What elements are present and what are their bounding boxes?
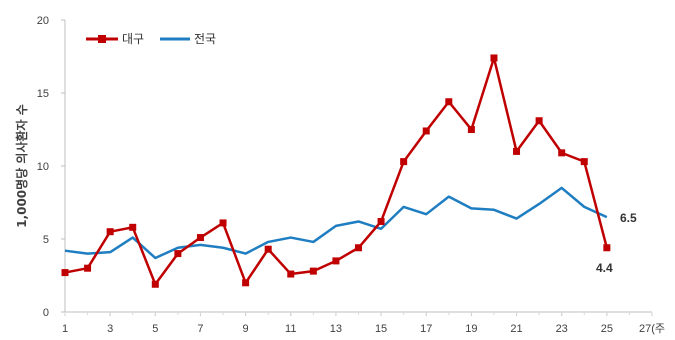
data-point-daegu <box>400 158 408 166</box>
data-point-daegu <box>445 98 453 106</box>
data-point-daegu <box>513 147 521 155</box>
data-point-daegu <box>535 117 543 125</box>
data-point-daegu <box>377 217 385 225</box>
x-tick-label: 17 <box>420 323 432 335</box>
data-point-daegu <box>196 234 204 242</box>
x-tick-label: 27(주 <box>639 323 665 335</box>
x-tick-label: 1 <box>62 323 68 335</box>
data-point-daegu <box>219 219 227 227</box>
x-tick-label: 19 <box>465 323 477 335</box>
data-point-daegu <box>151 280 159 288</box>
data-point-daegu <box>84 264 92 272</box>
x-tick-label: 9 <box>243 323 249 335</box>
y-tick-label: 10 <box>37 161 49 173</box>
x-tick-label: 15 <box>375 323 387 335</box>
x-tick-label: 21 <box>510 323 522 335</box>
data-point-daegu <box>174 250 182 258</box>
legend: 대구 전국 <box>86 32 216 46</box>
y-axis-title: 1,000명당 의사환자 수 <box>14 104 29 228</box>
data-point-daegu <box>355 244 362 252</box>
data-point-daegu <box>558 149 566 157</box>
data-point-daegu <box>490 54 498 62</box>
annotation-national-last: 6.5 <box>620 211 637 225</box>
y-tick-label: 20 <box>37 15 49 27</box>
x-tick-label: 11 <box>285 323 296 335</box>
y-tick-label: 0 <box>43 307 49 319</box>
series-layer <box>61 54 611 288</box>
data-point-daegu <box>264 245 272 253</box>
data-point-daegu <box>242 279 250 287</box>
x-tick-label: 3 <box>107 323 113 335</box>
x-tick-label: 23 <box>556 323 568 335</box>
data-point-daegu <box>106 228 114 236</box>
legend-marker-daegu <box>98 35 106 43</box>
data-point-daegu <box>422 127 430 135</box>
x-tick-label: 25 <box>601 323 613 335</box>
data-point-daegu <box>309 267 317 275</box>
data-point-daegu <box>61 269 69 277</box>
data-point-daegu <box>287 270 295 278</box>
series-line-national <box>64 186 608 260</box>
annotation-daegu-last: 4.4 <box>596 261 613 275</box>
data-point-daegu <box>332 257 340 265</box>
legend-label-national: 전국 <box>194 32 216 46</box>
x-tick-label: 5 <box>152 323 158 335</box>
data-point-daegu <box>129 223 137 231</box>
data-point-daegu <box>603 244 611 252</box>
data-point-daegu <box>467 126 475 133</box>
x-tick-label: 13 <box>330 323 342 335</box>
y-tick-label: 15 <box>37 88 49 100</box>
legend-label-daegu: 대구 <box>122 32 144 46</box>
y-tick-label: 5 <box>43 234 49 246</box>
x-tick-label: 7 <box>197 323 203 335</box>
data-point-daegu <box>580 158 588 166</box>
